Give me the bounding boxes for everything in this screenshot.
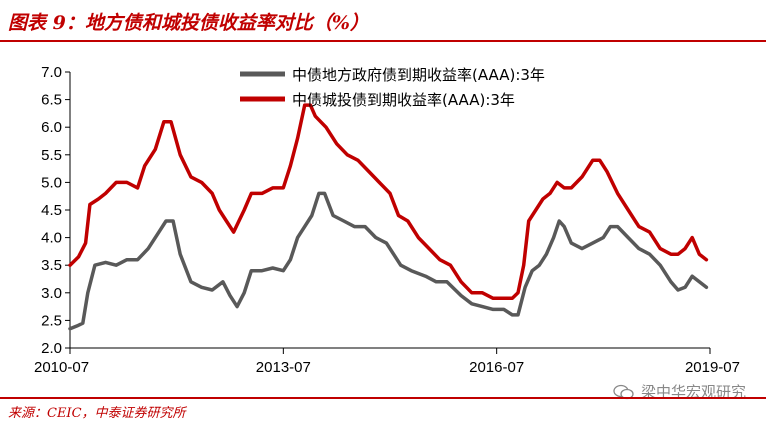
y-tick-label: 7.0	[41, 64, 62, 81]
y-tick-label: 3.5	[41, 257, 62, 274]
title-divider	[0, 40, 766, 42]
x-axis: 2010-07 2013-07 2016-07 2019-07	[34, 347, 740, 376]
x-tick-group: 2010-07 2013-07 2016-07 2019-07	[34, 348, 740, 376]
legend: 中债地方政府债到期收益率(AAA):3年 中债城投债到期收益率(AAA):3年	[240, 66, 545, 109]
y-axis: 7.0 6.5 6.0 5.5 5.0 4.5 4.0 3.5 3.0 2.5 2.0	[41, 64, 71, 357]
series-line-chengtou	[68, 103, 709, 301]
series-line-local-gov	[68, 191, 709, 331]
x-tick-label: 2019-07	[685, 359, 740, 376]
y-tick-label: 5.5	[41, 147, 62, 164]
source-note: 来源：CEIC，中泰证券研究所	[8, 406, 186, 421]
y-tick-label: 4.0	[41, 230, 62, 247]
legend-label-chengtou: 中债城投债到期收益率(AAA):3年	[292, 91, 515, 109]
series-group	[68, 103, 709, 331]
y-tick-label: 4.5	[41, 202, 62, 219]
y-tick-label: 6.5	[41, 92, 62, 109]
y-tick-group: 7.0 6.5 6.0 5.5 5.0 4.5 4.0 3.5 3.0 2.5 2.0	[41, 64, 70, 357]
y-tick-label: 5.0	[41, 174, 62, 191]
x-tick-label: 2013-07	[256, 359, 311, 376]
x-tick-label: 2010-07	[34, 359, 89, 376]
footer-divider	[0, 397, 766, 399]
watermark: 梁中华宏观研究	[613, 381, 746, 402]
y-tick-label: 6.0	[41, 119, 62, 136]
y-tick-label: 3.0	[41, 285, 62, 302]
y-tick-label: 2.5	[41, 312, 62, 329]
legend-label-local-gov: 中债地方政府债到期收益率(AAA):3年	[292, 66, 545, 84]
figure-title: 图表 9：地方债和城投债收益率对比（%）	[8, 12, 369, 34]
x-tick-label: 2016-07	[469, 359, 524, 376]
y-tick-label: 2.0	[41, 340, 62, 357]
wechat-icon	[613, 384, 634, 399]
watermark-text: 梁中华宏观研究	[640, 383, 746, 401]
